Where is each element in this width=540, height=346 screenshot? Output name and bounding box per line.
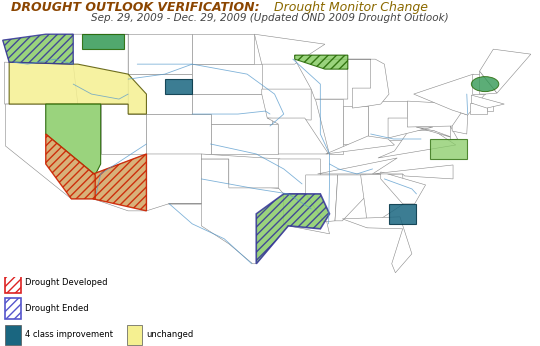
- Polygon shape: [9, 62, 146, 114]
- Polygon shape: [306, 175, 338, 222]
- Polygon shape: [46, 104, 100, 175]
- Polygon shape: [4, 62, 78, 104]
- Polygon shape: [83, 34, 124, 49]
- Polygon shape: [335, 175, 366, 221]
- FancyBboxPatch shape: [5, 272, 21, 293]
- Polygon shape: [381, 172, 426, 204]
- Polygon shape: [100, 104, 146, 154]
- Polygon shape: [342, 217, 412, 273]
- FancyBboxPatch shape: [127, 325, 142, 345]
- Polygon shape: [407, 101, 461, 127]
- Polygon shape: [46, 134, 95, 199]
- Polygon shape: [165, 79, 192, 94]
- Polygon shape: [469, 103, 487, 114]
- Polygon shape: [128, 74, 192, 114]
- Polygon shape: [262, 89, 311, 120]
- Polygon shape: [278, 159, 320, 194]
- Text: Sep. 29, 2009 - Dec. 29, 2009 (Updated OND 2009 Drought Outlook): Sep. 29, 2009 - Dec. 29, 2009 (Updated O…: [91, 13, 449, 23]
- Polygon shape: [201, 154, 280, 188]
- Polygon shape: [3, 34, 73, 64]
- Polygon shape: [416, 127, 457, 139]
- Text: Drought Ended: Drought Ended: [25, 304, 89, 313]
- Polygon shape: [46, 104, 100, 175]
- Polygon shape: [326, 136, 395, 154]
- Polygon shape: [295, 55, 348, 99]
- Polygon shape: [146, 154, 201, 211]
- Polygon shape: [430, 139, 467, 159]
- Polygon shape: [388, 118, 433, 138]
- Text: Drought Developed: Drought Developed: [25, 278, 107, 287]
- Polygon shape: [472, 74, 485, 94]
- Text: Drought Monitor Change: Drought Monitor Change: [270, 1, 428, 14]
- Polygon shape: [254, 34, 325, 64]
- Polygon shape: [256, 194, 329, 264]
- Polygon shape: [211, 124, 278, 154]
- Polygon shape: [267, 118, 328, 154]
- Polygon shape: [146, 114, 211, 154]
- Polygon shape: [368, 101, 407, 140]
- Polygon shape: [343, 106, 368, 144]
- Polygon shape: [5, 104, 95, 199]
- Polygon shape: [168, 159, 288, 264]
- Polygon shape: [487, 103, 494, 111]
- Polygon shape: [71, 34, 128, 104]
- Polygon shape: [315, 99, 343, 154]
- Text: DROUGHT OUTLOOK VERIFICATION:: DROUGHT OUTLOOK VERIFICATION:: [11, 1, 259, 14]
- Polygon shape: [192, 94, 272, 124]
- Polygon shape: [192, 64, 262, 94]
- FancyBboxPatch shape: [5, 298, 21, 319]
- Polygon shape: [284, 194, 329, 234]
- Polygon shape: [93, 154, 146, 211]
- Polygon shape: [295, 55, 348, 69]
- Polygon shape: [3, 34, 73, 64]
- Polygon shape: [318, 158, 397, 174]
- Text: 4 class improvement: 4 class improvement: [25, 330, 113, 339]
- Polygon shape: [471, 95, 504, 108]
- Polygon shape: [480, 49, 531, 93]
- Polygon shape: [389, 204, 416, 224]
- Polygon shape: [361, 174, 403, 228]
- Text: unchanged: unchanged: [146, 330, 194, 339]
- Polygon shape: [378, 130, 456, 158]
- Polygon shape: [192, 34, 254, 64]
- Polygon shape: [450, 126, 457, 140]
- Polygon shape: [373, 165, 453, 179]
- Ellipse shape: [471, 76, 499, 92]
- Polygon shape: [480, 71, 497, 94]
- FancyBboxPatch shape: [5, 325, 21, 345]
- Polygon shape: [452, 110, 468, 134]
- Polygon shape: [83, 34, 192, 74]
- Polygon shape: [93, 154, 146, 211]
- Polygon shape: [414, 74, 485, 115]
- Polygon shape: [320, 59, 389, 108]
